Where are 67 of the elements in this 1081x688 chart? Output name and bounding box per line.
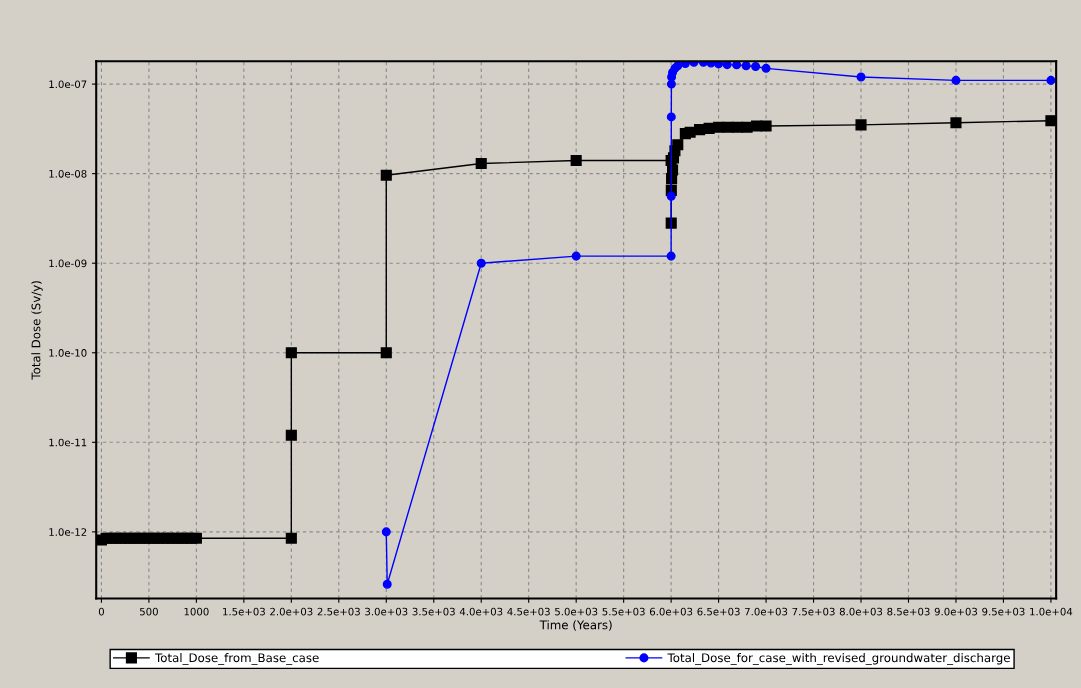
- legend-label: Total_Dose_for_case_with_revised_groundwater_discharge: [667, 653, 1010, 665]
- point: [570, 155, 582, 167]
- point: [751, 120, 763, 132]
- x-tick-label: 2.5e+03: [317, 607, 360, 616]
- x-tick-label: 4.0e+03: [459, 607, 503, 616]
- x-tick-label: 9.5e+03: [982, 607, 1025, 616]
- point: [856, 72, 866, 82]
- x-tick-label: 1.5e+03: [223, 607, 265, 616]
- legend-label: Total_Dose_from_Base_case: [154, 653, 319, 665]
- y-tick-label: 1.0e-10: [49, 349, 87, 357]
- point: [680, 61, 690, 68]
- y-axis-title: Total Dose (Sv/y): [31, 281, 43, 380]
- point: [694, 124, 706, 136]
- point: [722, 61, 732, 70]
- x-tick-label: 5.5e+03: [602, 607, 645, 616]
- point: [951, 75, 961, 85]
- x-tick-label: 1.0e+04: [1030, 607, 1073, 616]
- x-tick-label: 2.0e+03: [270, 607, 313, 616]
- point: [760, 120, 772, 132]
- x-tick-label: 8.5e+03: [887, 607, 930, 616]
- point: [713, 121, 725, 133]
- y-tick-label: 1.0e-09: [49, 259, 87, 268]
- x-axis-title: Time (Years): [539, 620, 612, 631]
- point: [190, 532, 202, 544]
- x-tick-label: 6.5e+03: [697, 607, 740, 616]
- point: [666, 251, 676, 261]
- point: [666, 191, 676, 201]
- x-tick-label: 500: [140, 607, 158, 616]
- point: [732, 61, 742, 70]
- point: [285, 532, 297, 544]
- point: [950, 117, 962, 129]
- x-tick-label: 4.5e+03: [507, 607, 550, 616]
- point: [741, 61, 751, 71]
- x-tick-label: 0: [98, 607, 104, 616]
- point: [761, 63, 771, 73]
- point: [1045, 115, 1057, 127]
- point: [672, 139, 684, 151]
- point: [380, 347, 392, 359]
- point: [476, 258, 486, 268]
- x-tick-label: 8.0e+03: [839, 607, 883, 616]
- point: [475, 157, 487, 169]
- point: [381, 527, 391, 537]
- point: [571, 251, 581, 261]
- x-tick-label: 3.5e+03: [412, 607, 455, 616]
- point: [751, 62, 761, 72]
- point: [1046, 75, 1056, 85]
- x-tick-label: 6.0e+03: [649, 607, 693, 616]
- point: [285, 347, 297, 359]
- x-tick-label: 7.0e+03: [745, 607, 788, 616]
- point: [666, 112, 676, 122]
- x-tick-label: 5.0e+03: [555, 607, 598, 616]
- y-tick-label: 1.0e-12: [49, 528, 87, 536]
- y-tick-label: 1.0e-11: [49, 438, 87, 447]
- x-tick-label: 9.0e+03: [934, 607, 978, 616]
- point: [285, 429, 297, 441]
- point: [380, 169, 392, 181]
- y-tick-label: 1.0e-07: [49, 80, 87, 89]
- point: [666, 79, 676, 89]
- point: [855, 119, 867, 131]
- point: [382, 579, 392, 589]
- y-tick-label: 1.0e-08: [49, 169, 87, 178]
- x-tick-label: 7.5e+03: [792, 607, 835, 616]
- point: [666, 164, 679, 176]
- point: [732, 121, 744, 133]
- point: [714, 61, 724, 69]
- x-tick-label: 3.0e+03: [365, 607, 408, 616]
- x-tick-label: 1000: [184, 607, 209, 616]
